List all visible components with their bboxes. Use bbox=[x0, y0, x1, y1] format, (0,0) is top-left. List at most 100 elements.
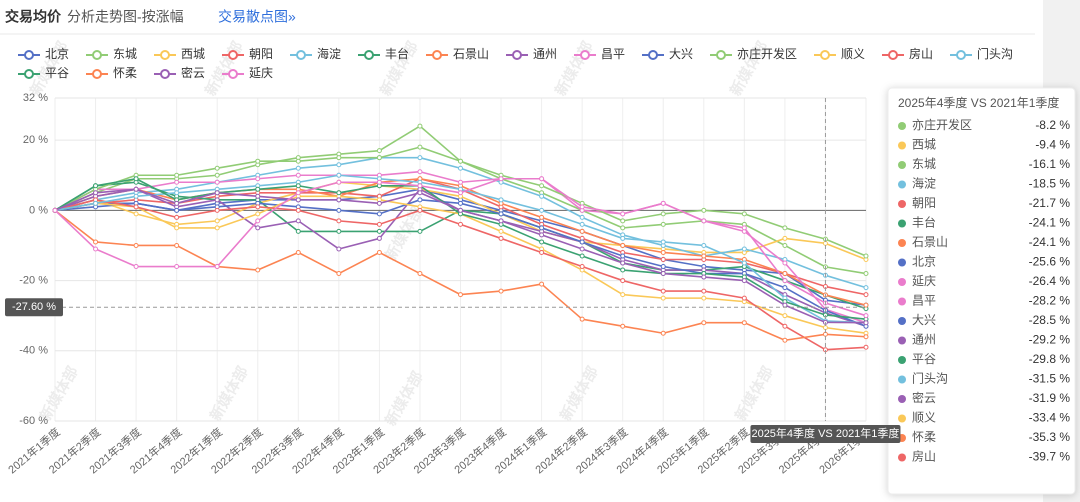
tooltip-name: 西城 bbox=[912, 138, 936, 152]
point bbox=[458, 200, 463, 206]
point bbox=[376, 211, 382, 217]
point bbox=[620, 235, 626, 241]
legend-item[interactable]: 门头沟 bbox=[950, 46, 1013, 61]
point bbox=[336, 197, 342, 203]
legend-marker bbox=[512, 50, 522, 60]
point bbox=[620, 218, 626, 224]
point bbox=[863, 344, 869, 350]
point bbox=[214, 179, 220, 185]
legend-item[interactable]: 顺义 bbox=[814, 47, 865, 61]
legend-item[interactable]: 北京 bbox=[18, 47, 69, 61]
point bbox=[539, 176, 545, 182]
point bbox=[458, 179, 463, 185]
point bbox=[417, 144, 423, 150]
tooltip-value: -25.6 % bbox=[1029, 255, 1071, 269]
legend-item[interactable]: 延庆 bbox=[222, 66, 273, 80]
tooltip-value: -24.1 % bbox=[1029, 235, 1071, 249]
point bbox=[660, 271, 666, 277]
point bbox=[539, 239, 545, 245]
point bbox=[620, 260, 626, 266]
legend-item[interactable]: 密云 bbox=[154, 65, 205, 80]
point bbox=[214, 264, 220, 270]
point bbox=[782, 242, 788, 248]
legend-item[interactable]: 西城 bbox=[154, 47, 205, 61]
point bbox=[660, 330, 666, 336]
point bbox=[214, 197, 220, 203]
legend-marker bbox=[24, 69, 34, 79]
tooltip-name: 东城 bbox=[912, 157, 936, 171]
point bbox=[93, 239, 99, 245]
point bbox=[174, 242, 180, 248]
point bbox=[336, 218, 342, 224]
point bbox=[336, 228, 342, 234]
point bbox=[417, 228, 423, 234]
point bbox=[579, 214, 585, 220]
tooltip-box bbox=[887, 87, 1076, 495]
tooltip-value: -28.2 % bbox=[1029, 294, 1071, 308]
point bbox=[376, 155, 382, 161]
tooltip-dot bbox=[898, 239, 906, 247]
point bbox=[782, 323, 788, 329]
point bbox=[498, 176, 504, 182]
point bbox=[133, 204, 139, 210]
point bbox=[579, 316, 585, 322]
point bbox=[498, 228, 504, 234]
y-tick-label: 0 % bbox=[29, 204, 48, 216]
point bbox=[52, 207, 58, 213]
legend-label: 密云 bbox=[181, 65, 205, 80]
legend-item[interactable]: 海淀 bbox=[290, 46, 341, 61]
legend-item[interactable]: 怀柔 bbox=[86, 66, 137, 80]
point bbox=[255, 267, 261, 273]
legend-item[interactable]: 房山 bbox=[882, 46, 933, 61]
point bbox=[701, 288, 707, 294]
tooltip-dot bbox=[898, 395, 906, 403]
tooltip-name: 顺义 bbox=[912, 411, 936, 425]
point bbox=[782, 285, 788, 291]
point bbox=[214, 207, 220, 213]
legend-item[interactable]: 昌平 bbox=[574, 47, 625, 61]
legend-item[interactable]: 丰台 bbox=[358, 46, 409, 61]
point bbox=[741, 225, 747, 231]
point bbox=[539, 214, 545, 220]
pointer-x-box bbox=[750, 425, 901, 443]
point bbox=[620, 267, 626, 273]
tooltip-dot bbox=[898, 161, 906, 169]
legend-item[interactable]: 平谷 bbox=[18, 66, 69, 80]
tooltip-name: 门头沟 bbox=[912, 371, 948, 386]
point bbox=[579, 246, 585, 252]
point bbox=[579, 204, 585, 210]
y-tick-label: -20 % bbox=[19, 274, 48, 286]
point bbox=[417, 271, 423, 277]
tooltip-dot bbox=[898, 317, 906, 325]
point bbox=[255, 218, 261, 224]
point bbox=[660, 239, 666, 245]
point bbox=[620, 253, 626, 259]
point bbox=[295, 228, 301, 234]
legend-item[interactable]: 石景山 bbox=[426, 47, 489, 61]
point bbox=[782, 337, 788, 343]
point bbox=[579, 253, 585, 259]
legend-item[interactable]: 朝阳 bbox=[222, 47, 273, 61]
legend-item[interactable]: 东城 bbox=[86, 47, 137, 61]
legend-item[interactable]: 大兴 bbox=[642, 47, 693, 61]
point bbox=[174, 172, 180, 178]
legend-item[interactable]: 通州 bbox=[506, 47, 557, 61]
point bbox=[255, 204, 261, 210]
tooltip-dot bbox=[898, 141, 906, 150]
point bbox=[579, 228, 585, 234]
tooltip-value: -18.5 % bbox=[1029, 177, 1071, 191]
point bbox=[863, 320, 869, 326]
scatter-link[interactable]: 交易散点图» bbox=[218, 9, 296, 25]
point bbox=[417, 190, 423, 196]
point bbox=[660, 264, 666, 270]
legend-label: 东城 bbox=[113, 47, 137, 61]
tooltip-value: -24.1 % bbox=[1029, 216, 1071, 230]
point bbox=[133, 186, 139, 192]
legend-item[interactable]: 亦庄开发区 bbox=[710, 46, 797, 61]
point bbox=[863, 292, 869, 298]
point bbox=[417, 207, 423, 213]
tooltip-dot bbox=[898, 297, 906, 306]
tooltip-dot bbox=[898, 258, 906, 267]
point bbox=[295, 172, 301, 178]
